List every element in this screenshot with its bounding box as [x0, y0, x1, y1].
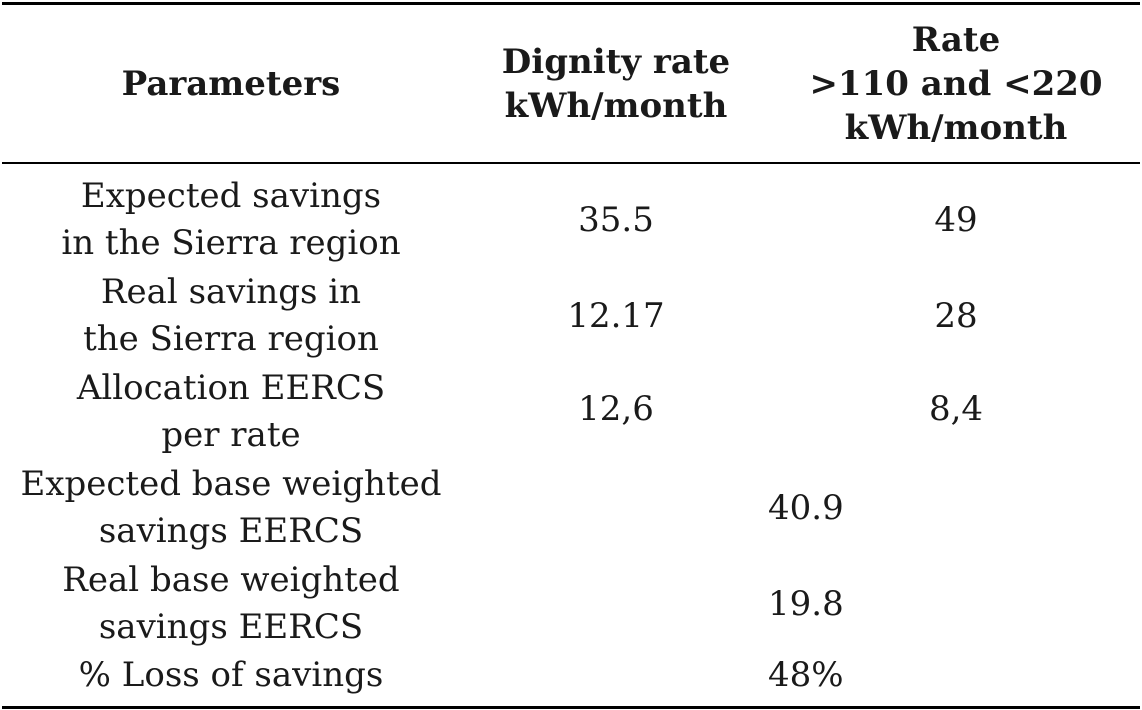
cell-value: 48% [768, 654, 844, 695]
table-cell-merged: 40.9 [470, 460, 1142, 556]
column-header-parameters: Parameters [0, 5, 462, 162]
cell-value: 49 [934, 199, 978, 240]
table-cell-rate: 28 [770, 268, 1142, 364]
table-cell-rate: 49 [770, 172, 1142, 268]
parameter-label: Allocation EERCS per rate [76, 368, 386, 455]
table-row-parameter: Real base weighted savings EERCS [0, 556, 462, 652]
parameter-label: Real savings in the Sierra region [83, 272, 379, 359]
cell-value: 40.9 [768, 487, 844, 528]
table-cell-merged: 48% [470, 650, 1142, 700]
cell-value: 12.17 [567, 295, 665, 336]
column-header-rate-110-220: Rate >110 and <220 kWh/month [770, 5, 1142, 162]
parameter-label: Expected base weighted savings EERCS [20, 464, 442, 551]
table-row-parameter: % Loss of savings [0, 650, 462, 700]
cell-value: 19.8 [768, 583, 844, 624]
table-cell-dignity: 12.17 [470, 268, 762, 364]
table-cell-dignity: 12,6 [470, 364, 762, 454]
table-row-parameter: Allocation EERCS per rate [0, 364, 462, 460]
cell-value: 8,4 [928, 388, 984, 429]
column-header-dignity-rate: Dignity rate kWh/month [470, 5, 762, 162]
table-row-parameter: Expected savings in the Sierra region [0, 172, 462, 268]
cell-value: 12,6 [578, 388, 654, 429]
table-row-parameter: Real savings in the Sierra region [0, 268, 462, 364]
table-row-parameter: Expected base weighted savings EERCS [0, 460, 462, 556]
table-cell-rate: 8,4 [770, 364, 1142, 454]
column-header-label: Dignity rate kWh/month [501, 41, 731, 126]
table-top-rule [2, 2, 1140, 5]
column-header-label: Parameters [121, 63, 341, 104]
table-header-rule [2, 162, 1140, 164]
table-bottom-rule [2, 706, 1140, 709]
parameter-label: Real base weighted savings EERCS [62, 560, 400, 647]
table-cell-merged: 19.8 [470, 556, 1142, 652]
cell-value: 28 [934, 295, 978, 336]
table-cell-dignity: 35.5 [470, 172, 762, 268]
parameter-label: % Loss of savings [78, 654, 384, 695]
column-header-label: Rate >110 and <220 kWh/month [809, 19, 1103, 148]
parameter-label: Expected savings in the Sierra region [61, 176, 401, 263]
cell-value: 35.5 [578, 199, 654, 240]
